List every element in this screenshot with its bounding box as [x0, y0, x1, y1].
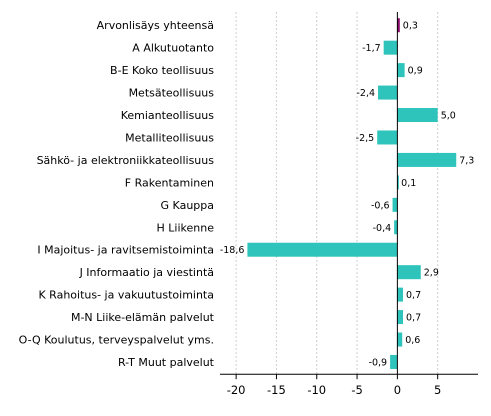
value-label-3: -2,4 — [356, 88, 375, 99]
bar-0 — [397, 18, 400, 33]
grid-layer — [235, 12, 439, 375]
category-label-12: K Rahoitus- ja vakuutustoiminta — [38, 289, 214, 302]
x-tick-label-3: -5 — [351, 383, 362, 397]
value-label-4: 5,0 — [441, 111, 456, 122]
category-label-6: Sähkö- ja elektroniikkateollisuus — [37, 154, 215, 167]
value-label-11: 2,9 — [424, 268, 439, 279]
bar-13 — [397, 310, 404, 325]
bar-4 — [397, 108, 438, 123]
bar-14 — [397, 332, 403, 347]
value-label-8: -0,6 — [371, 200, 390, 211]
category-label-7: F Rakentaminen — [125, 176, 214, 189]
value-label-0: 0,3 — [403, 21, 418, 32]
value-label-12: 0,7 — [406, 290, 421, 301]
bar-5 — [377, 130, 398, 145]
value-label-10: -18,6 — [220, 245, 245, 256]
category-label-13: M-N Liike-elämän palvelut — [71, 311, 215, 324]
bar-12 — [397, 287, 404, 302]
label-layer: 0,3 Arvonlisäys yhteensä -1,7 A Alkutuotant… — [19, 19, 475, 369]
axis-layer: -20 -15 -10 -5 0 5 — [220, 12, 478, 397]
value-label-7: 0,1 — [401, 178, 416, 189]
x-tick-label-1: -15 — [267, 383, 286, 397]
value-label-1: -1,7 — [362, 43, 381, 54]
category-label-8: G Kauppa — [161, 199, 214, 212]
category-label-14: O-Q Koulutus, terveyspalvelut yms. — [19, 334, 214, 347]
category-label-9: H Liikenne — [157, 221, 215, 234]
bar-9 — [394, 220, 398, 235]
value-label-5: -2,5 — [356, 133, 375, 144]
bar-10 — [247, 242, 398, 257]
bar-1 — [383, 40, 398, 55]
bar-7 — [397, 175, 399, 190]
category-label-3: Metsäteollisuus — [129, 87, 215, 100]
category-label-15: R-T Muut palvelut — [118, 356, 215, 369]
category-label-0: Arvonlisäys yhteensä — [97, 19, 214, 32]
x-tick-label-4: 0 — [394, 383, 401, 397]
category-label-11: J Informaatio ja viestintä — [79, 266, 214, 279]
value-label-9: -0,4 — [373, 223, 392, 234]
value-label-13: 0,7 — [406, 313, 421, 324]
bar-8 — [392, 197, 398, 212]
bar-11 — [397, 265, 421, 280]
x-tick-label-2: -10 — [307, 383, 326, 397]
x-tick-label-0: -20 — [227, 383, 246, 397]
category-label-10: I Majoitus- ja ravitsemistoiminta — [37, 244, 214, 257]
bar-3 — [378, 85, 398, 100]
value-label-15: -0,9 — [369, 357, 388, 368]
bar-15 — [390, 354, 398, 369]
category-label-4: Kemianteollisuus — [121, 109, 215, 122]
bar-6 — [397, 152, 457, 167]
value-label-14: 0,6 — [405, 335, 420, 346]
value-label-2: 0,9 — [408, 66, 423, 77]
category-label-2: B-E Koko teollisuus — [110, 64, 214, 77]
value-label-6: 7,3 — [459, 155, 474, 166]
bar-2 — [397, 63, 405, 78]
x-tick-label-5: 5 — [434, 383, 441, 397]
category-label-5: Metalliteollisuus — [125, 131, 214, 144]
category-label-1: A Alkutuotanto — [132, 42, 214, 55]
bar-layer — [247, 18, 457, 369]
